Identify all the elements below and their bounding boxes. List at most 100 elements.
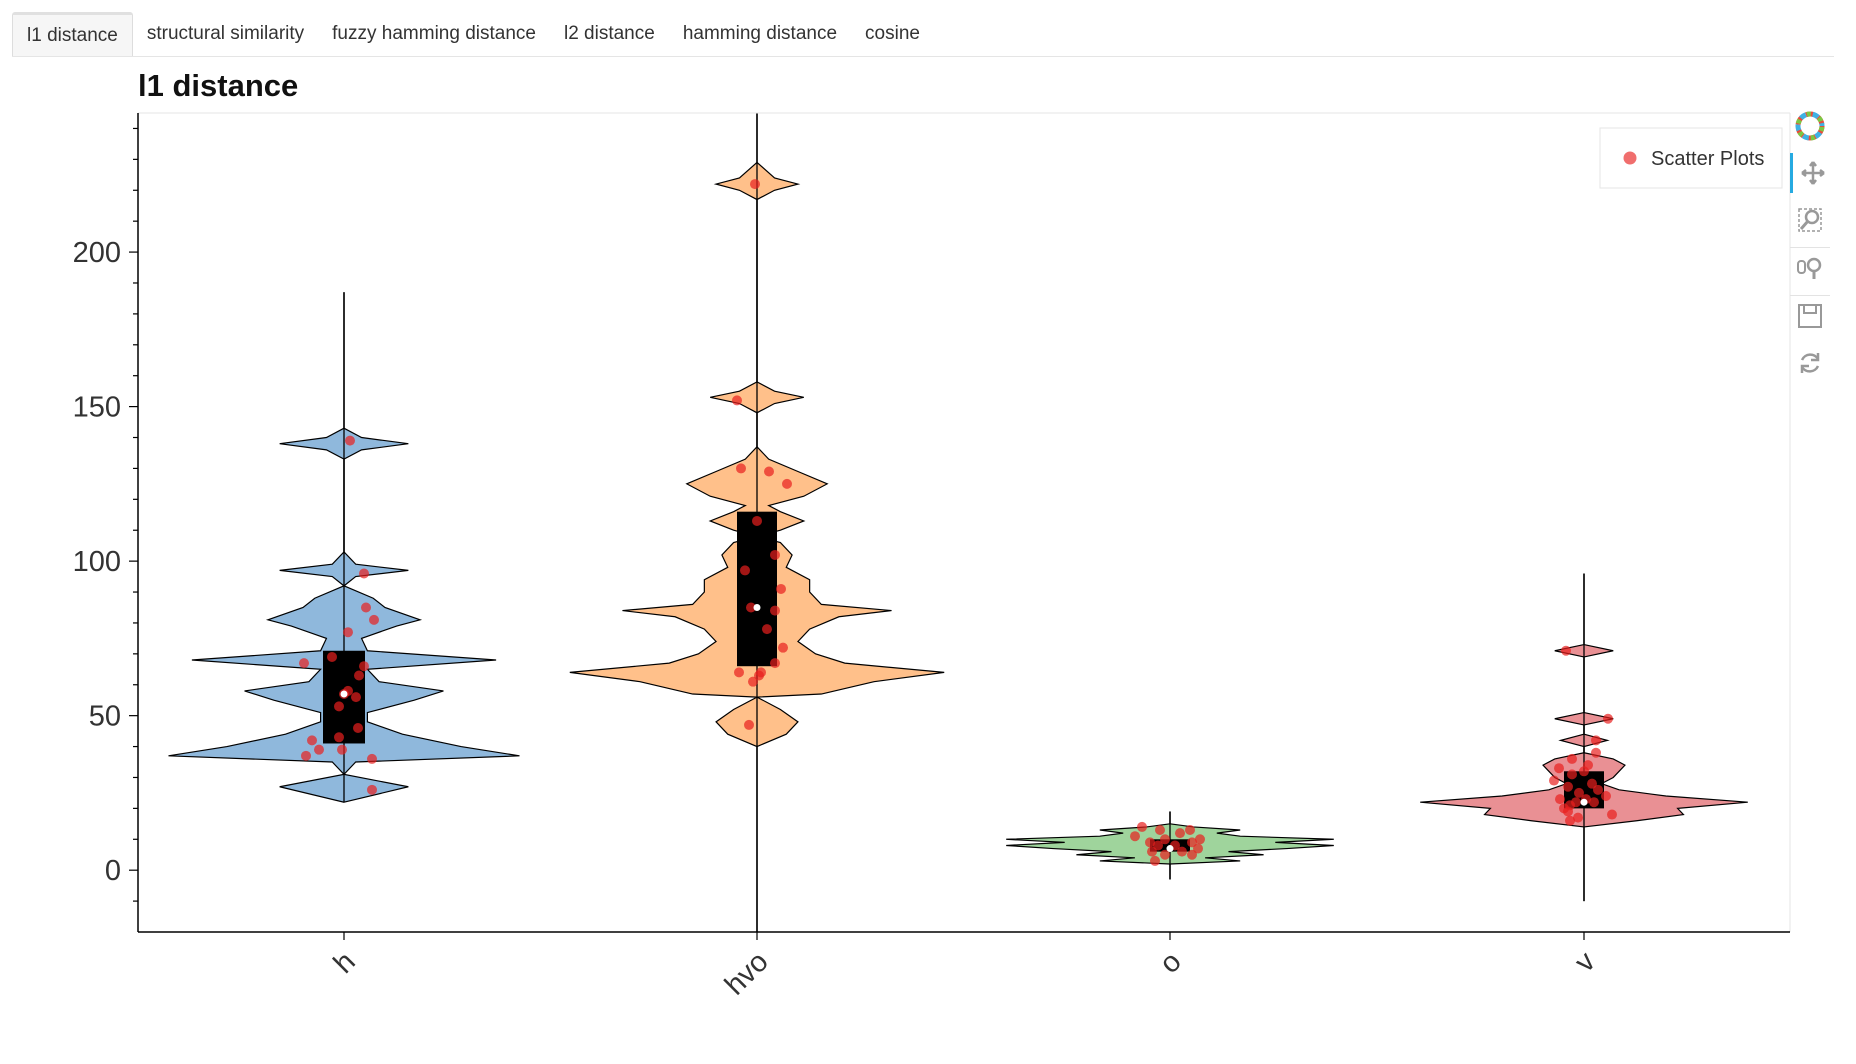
scatter-point [367, 784, 377, 795]
scatter-point [740, 565, 750, 576]
reset-icon[interactable] [1790, 343, 1830, 383]
violin-h [168, 292, 520, 803]
tab-structural-similarity[interactable]: structural similarity [146, 23, 305, 44]
scatter-point [1591, 747, 1601, 758]
scatter-point [1175, 828, 1185, 839]
scatter-point [1193, 843, 1203, 854]
median-point [753, 603, 761, 611]
scatter-point [1591, 735, 1601, 746]
scatter-point [782, 478, 792, 489]
scatter-point [1147, 846, 1157, 857]
scatter-point [1555, 794, 1565, 805]
scatter-point [361, 602, 371, 613]
scatter-point [1160, 834, 1170, 845]
scatter-point [770, 549, 780, 560]
scatter-point [1574, 787, 1584, 798]
legend-marker [1623, 151, 1637, 165]
scatter-point [750, 179, 760, 190]
scatter-point [1554, 763, 1564, 774]
y-tick-label: 50 [89, 701, 121, 733]
scatter-point [307, 735, 317, 746]
x-tick-label: h [328, 946, 362, 980]
scatter-point [351, 692, 361, 703]
scatter-point [1573, 812, 1583, 823]
scatter-point [369, 614, 379, 625]
scatter-point [1589, 797, 1599, 808]
scatter-point [334, 732, 344, 743]
scatter-point [359, 568, 369, 579]
scatter-point [770, 658, 780, 669]
bokeh-logo-icon[interactable] [1790, 106, 1830, 146]
scatter-point [343, 627, 353, 638]
median-point [340, 690, 348, 698]
scatter-point [1567, 769, 1577, 780]
scatter-point [1187, 837, 1197, 848]
x-tick-label: hvo [719, 946, 775, 1002]
tab-l2-distance[interactable]: l2 distance [563, 23, 655, 44]
scatter-point [734, 667, 744, 678]
legend-label: Scatter Plots [1651, 148, 1764, 170]
scatter-point [1603, 713, 1613, 724]
tab-bar: l1 distance structural similarity fuzzy ha… [12, 10, 1834, 57]
tab-fuzzy-hamming-distance[interactable]: fuzzy hamming distance [332, 23, 536, 44]
scatter-point [359, 661, 369, 672]
violin-o [1006, 811, 1334, 880]
scatter-point [746, 602, 756, 613]
scatter-point [754, 670, 764, 681]
tab-l1-distance[interactable]: l1 distance [12, 12, 133, 56]
scatter-point [732, 395, 742, 406]
box-zoom-icon[interactable] [1790, 200, 1830, 240]
median-point [1166, 845, 1174, 853]
scatter-point [1587, 778, 1597, 789]
scatter-point [736, 463, 746, 474]
tab-hamming-distance[interactable]: hamming distance [682, 23, 838, 44]
pan-icon[interactable] [1790, 153, 1833, 193]
scatter-point [1565, 815, 1575, 826]
scatter-point [762, 624, 772, 635]
scatter-point [1607, 809, 1617, 820]
scatter-point [764, 466, 774, 477]
tab-cosine[interactable]: cosine [865, 23, 920, 44]
y-tick-label: 150 [73, 392, 121, 424]
scatter-point [353, 723, 363, 734]
scatter-point [301, 750, 311, 761]
y-tick-label: 200 [73, 237, 121, 269]
scatter-point [354, 670, 364, 681]
scatter-point [776, 583, 786, 594]
scatter-point [299, 658, 309, 669]
scatter-point [345, 435, 355, 446]
scatter-point [748, 676, 758, 687]
scatter-point [778, 642, 788, 653]
x-tick-label: o [1154, 946, 1188, 980]
scatter-point [752, 515, 762, 526]
wheel-zoom-icon[interactable] [1790, 247, 1830, 288]
scatter-point [1195, 834, 1205, 845]
scatter-point [744, 719, 754, 730]
scatter-point [1150, 855, 1160, 866]
violin-v [1420, 573, 1748, 902]
violin-hvo [569, 113, 945, 932]
scatter-point [337, 744, 347, 755]
scatter-point [367, 753, 377, 764]
scatter-point [314, 744, 324, 755]
scatter-point [1579, 766, 1589, 777]
scatter-point [1153, 840, 1163, 851]
scatter-point [1187, 849, 1197, 860]
median-point [1580, 798, 1588, 806]
chart-title: l1 distance [138, 68, 299, 103]
y-tick-label: 0 [105, 855, 121, 887]
y-tick-label: 100 [73, 546, 121, 578]
plot-toolbar [1790, 106, 1830, 390]
save-icon[interactable] [1790, 295, 1830, 336]
scatter-point [1137, 821, 1147, 832]
scatter-point [1177, 846, 1187, 857]
scatter-point [1601, 791, 1611, 802]
scatter-point [1563, 781, 1573, 792]
scatter-point [1160, 849, 1170, 860]
scatter-point [1155, 825, 1165, 836]
scatter-point [334, 701, 344, 712]
iqr-box [737, 511, 777, 667]
scatter-point [1561, 645, 1571, 656]
scatter-point [1567, 753, 1577, 764]
